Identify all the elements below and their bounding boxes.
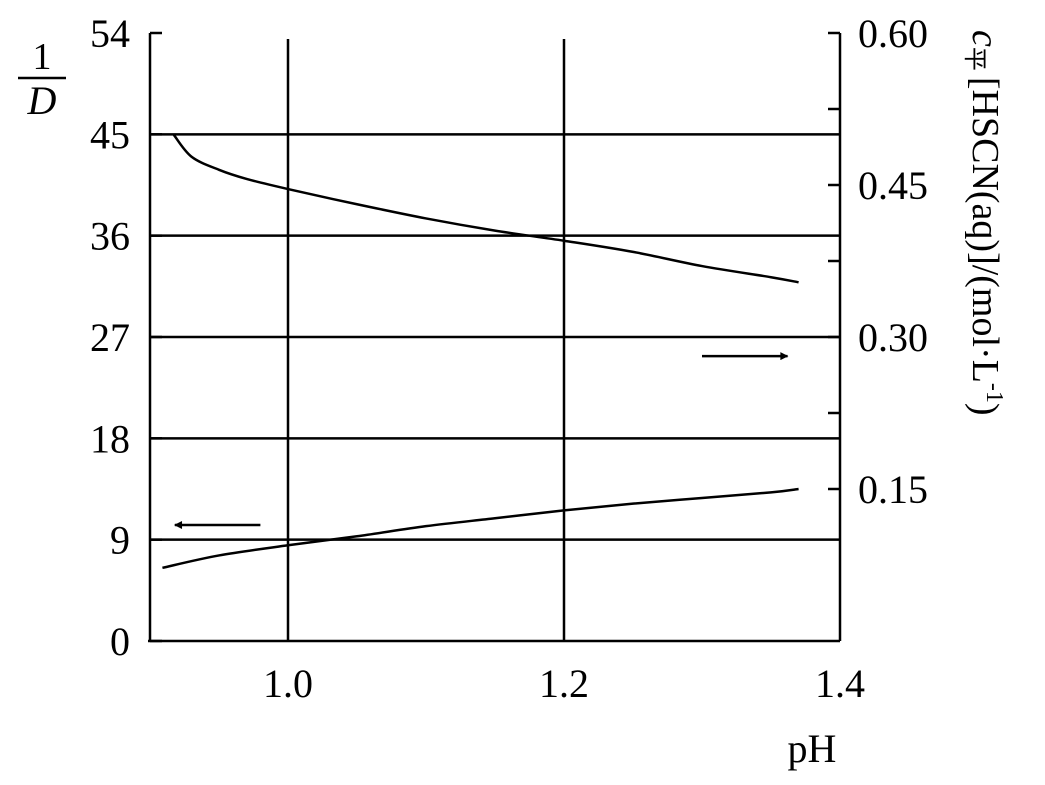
y-axis-left-tick-label: 54 xyxy=(90,11,130,56)
ticks: 0 9 18 27 36 45 54 0.15 0.30 0.45 0.60 1.0 1.2 1.4 xyxy=(90,11,928,706)
y-axis-left-tick-label: 18 xyxy=(90,416,130,461)
y-axis-right-label: c平 [HSCN(aq)]/(mol·L-1) xyxy=(961,30,1007,416)
y-axis-right-label-main: [HSCN(aq)]/(mol·L xyxy=(964,77,1006,383)
y-axis-left-tick-label: 0 xyxy=(110,619,130,664)
y-axis-left-tick-label: 9 xyxy=(110,518,130,563)
y-axis-right-tick-label: 0.15 xyxy=(858,467,928,512)
y-axis-right-tick-label: 0.60 xyxy=(858,11,928,56)
y-axis-left-tick-label: 27 xyxy=(90,315,130,360)
y-axis-right-label-subscript: 平 xyxy=(961,47,987,71)
grid-lines xyxy=(150,39,840,641)
y-axis-left-label: 1 D xyxy=(18,36,66,123)
series-line-hscn-concentration xyxy=(172,133,799,284)
y-axis-left-label-denominator: D xyxy=(27,78,57,123)
x-axis-tick-label: 1.2 xyxy=(539,661,589,706)
y-axis-left-label-numerator: 1 xyxy=(33,36,52,78)
y-axis-right-tick-label: 0.30 xyxy=(858,315,928,360)
y-axis-right-label-symbol: c xyxy=(964,30,1006,47)
y-axis-right-label-superscript: -1 xyxy=(981,383,1007,403)
y-axis-left-tick-label: 36 xyxy=(90,214,130,259)
x-axis-label: pH xyxy=(788,726,837,771)
x-axis-tick-label: 1.0 xyxy=(263,661,313,706)
series-line-reciprocal-d xyxy=(162,487,799,570)
y-axis-right-tick-label: 0.45 xyxy=(858,163,928,208)
curves xyxy=(162,133,799,570)
direction-arrows xyxy=(174,352,789,530)
x-axis-tick-label: 1.4 xyxy=(815,661,865,706)
y-axis-right-label-text: c平 [HSCN(aq)]/(mol·L-1) xyxy=(961,30,1007,416)
y-axis-left-tick-label: 45 xyxy=(90,112,130,157)
y-axis-right-label-close: ) xyxy=(964,403,1006,416)
